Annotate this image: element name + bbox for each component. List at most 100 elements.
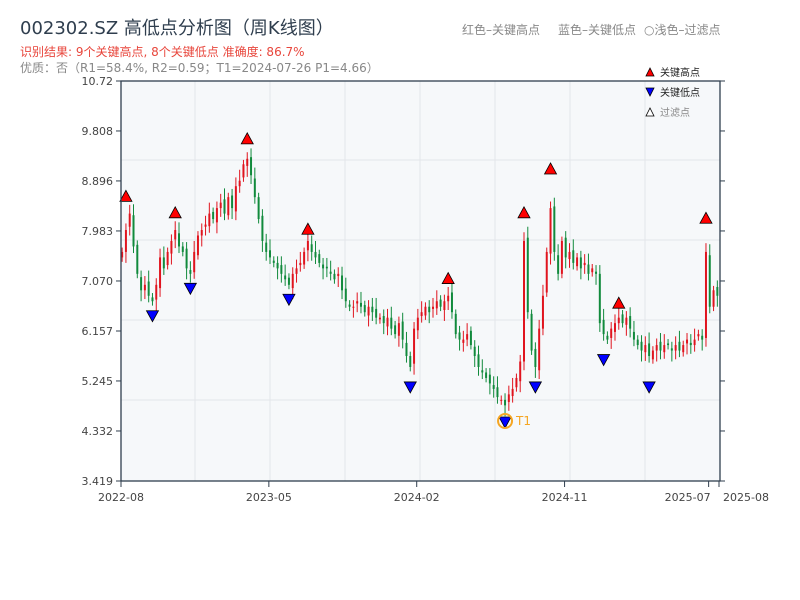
candle-body: [613, 323, 616, 332]
candle-body: [511, 388, 514, 397]
candle-body: [716, 286, 719, 296]
key-low-marker: [282, 293, 296, 307]
x-tick-label: 2025-08: [723, 491, 769, 504]
candle-body: [231, 195, 234, 209]
legend-marker: [645, 107, 655, 117]
candle-body: [462, 339, 465, 343]
candle-body: [219, 202, 222, 209]
candle-body: [481, 370, 484, 373]
candle-body: [359, 302, 362, 307]
candle-body: [553, 206, 556, 252]
candle-body: [564, 237, 567, 258]
candle-body: [598, 273, 601, 324]
candle-body: [667, 343, 670, 346]
candle-body: [632, 331, 635, 340]
candle-body: [200, 230, 203, 236]
candle-body: [178, 233, 181, 247]
candle-body: [659, 341, 662, 351]
candle-body: [128, 213, 131, 227]
candle-body: [121, 251, 124, 258]
result-summary: 识别结果: 9个关键高点, 8个关键低点 准确度: 86.7%: [20, 45, 305, 59]
candle-body: [663, 345, 666, 353]
y-tick-label: 7.983: [82, 225, 114, 238]
legend-marker: [645, 67, 655, 77]
candle-body: [610, 328, 613, 338]
candle-body: [181, 246, 184, 252]
y-tick-label: 7.070: [82, 275, 114, 288]
key-high-marker: [301, 222, 315, 235]
candle-body: [333, 273, 336, 280]
candle-body: [655, 345, 658, 351]
candle-body: [375, 308, 378, 318]
candle-body: [204, 224, 207, 227]
candle-body: [450, 292, 453, 313]
candle-body: [159, 257, 162, 289]
key-high-marker: [240, 132, 254, 145]
top-legend-low: 蓝色–关键低点: [558, 23, 637, 37]
candle-body: [386, 317, 389, 327]
candle-body: [640, 341, 643, 351]
candle-body: [454, 313, 457, 335]
candle-body: [621, 314, 624, 324]
candle-body: [325, 266, 328, 269]
candle-body: [670, 348, 673, 351]
x-tick-label: 2024-02: [394, 491, 440, 504]
candle-body: [485, 372, 488, 378]
candle-body: [469, 330, 472, 346]
candle-body: [212, 211, 215, 220]
candle-body: [466, 334, 469, 340]
top-legend-high: 红色–关键高点: [462, 23, 541, 37]
candle-body: [424, 306, 427, 316]
candle-body: [227, 197, 230, 216]
candle-body: [496, 387, 499, 398]
candle-body: [348, 304, 351, 307]
candle-body: [526, 237, 529, 313]
candle-body: [644, 345, 647, 353]
candle-body: [413, 328, 416, 364]
candle-body: [534, 348, 537, 367]
candle-body: [458, 332, 461, 340]
candle-body: [284, 275, 287, 280]
candle-body: [337, 273, 340, 277]
top-legend: 红色–关键高点 蓝色–关键低点 ○浅色–过滤点: [462, 21, 739, 38]
candle-body: [708, 255, 711, 307]
candle-body: [310, 244, 313, 252]
candle-body: [557, 255, 560, 274]
candle-body: [265, 242, 268, 252]
y-tick-label: 8.896: [82, 175, 114, 188]
y-tick-label: 5.245: [82, 375, 114, 388]
candle-body: [572, 250, 575, 263]
candle-body: [132, 215, 135, 247]
legend-marker: [645, 87, 655, 97]
candle-body: [170, 240, 173, 254]
candle-body: [587, 264, 590, 274]
candle-body: [579, 257, 582, 269]
candle-body: [530, 313, 533, 351]
candle-body: [405, 342, 408, 357]
candle-body: [625, 317, 628, 325]
candle-body: [416, 317, 419, 331]
candle-body: [492, 385, 495, 389]
candle-body: [697, 334, 700, 337]
candle-body: [280, 265, 283, 274]
x-tick-label: 2024-11: [542, 491, 588, 504]
candle-body: [591, 268, 594, 273]
candle-body: [295, 268, 298, 274]
key-high-marker: [517, 205, 531, 219]
key-low-marker: [403, 381, 417, 394]
candle-body: [682, 345, 685, 353]
candle-body: [560, 240, 563, 274]
candle-body: [196, 235, 199, 256]
candle-body: [272, 260, 275, 263]
candle-body: [322, 264, 325, 269]
candle-body: [704, 251, 707, 338]
candle-body: [356, 301, 359, 304]
candle-body: [299, 262, 302, 266]
key-low-marker: [183, 282, 198, 296]
candle-body: [439, 299, 442, 307]
candle-body: [215, 208, 218, 223]
candle-body: [352, 306, 355, 308]
candle-body: [242, 164, 245, 178]
candle-body: [420, 312, 423, 317]
